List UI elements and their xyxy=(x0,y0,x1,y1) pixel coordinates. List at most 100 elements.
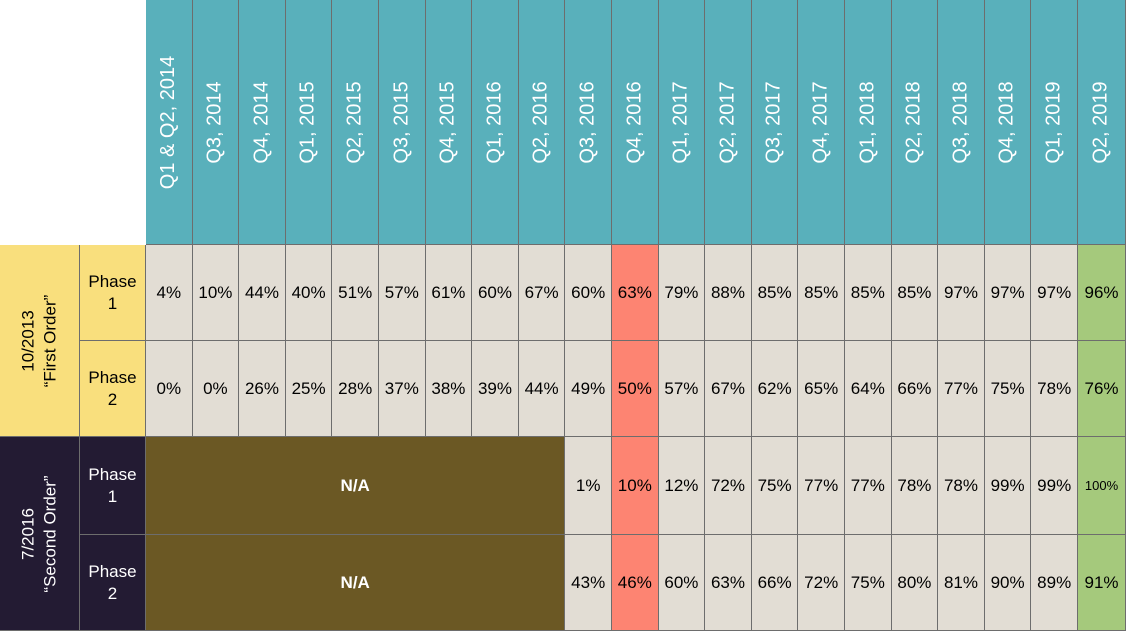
group-label-text: 7/2016 “Second Order” xyxy=(18,475,62,592)
value-cell: 12% xyxy=(658,437,706,535)
value-cell: 10% xyxy=(612,437,659,535)
column-header-label: Q1, 2018 xyxy=(856,80,879,164)
value-text: 96% xyxy=(1084,282,1119,302)
column-header: Q2, 2018 xyxy=(891,0,939,245)
value-cell: 26% xyxy=(239,341,286,437)
value-cell: 63% xyxy=(612,245,659,341)
column-header: Q1, 2017 xyxy=(658,0,706,245)
value-text: 61% xyxy=(431,282,466,302)
phase-number: 1 xyxy=(107,486,118,506)
value-cell: 80% xyxy=(891,535,939,631)
value-cell: 78% xyxy=(891,437,939,535)
value-text: 75% xyxy=(757,475,792,495)
column-header: Q3, 2016 xyxy=(565,0,612,245)
not-applicable-cell: N/A xyxy=(146,437,566,535)
value-cell: 79% xyxy=(658,245,706,341)
column-header-label: Q2, 2017 xyxy=(716,80,739,164)
value-cell: 67% xyxy=(705,341,752,437)
value-cell: 0% xyxy=(146,341,193,437)
value-cell: 91% xyxy=(1078,535,1126,631)
value-text: 99% xyxy=(990,475,1025,495)
value-cell: 90% xyxy=(984,535,1032,631)
phase-number: 2 xyxy=(107,583,118,603)
value-cell: 99% xyxy=(984,437,1032,535)
value-cell: 60% xyxy=(565,245,612,341)
value-cell: 75% xyxy=(845,535,892,631)
column-header: Q3, 2018 xyxy=(938,0,985,245)
column-header-label: Q4, 2018 xyxy=(996,80,1019,164)
value-cell: 76% xyxy=(1078,341,1126,437)
value-text: 88% xyxy=(710,282,745,302)
column-header: Q2, 2015 xyxy=(332,0,379,245)
value-text: 0% xyxy=(203,378,228,398)
value-text: 91% xyxy=(1084,572,1119,592)
value-text: 46% xyxy=(617,572,652,592)
value-text: 79% xyxy=(664,282,699,302)
column-header: Q1 & Q2, 2014 xyxy=(146,0,193,245)
column-header: Q1, 2019 xyxy=(1031,0,1078,245)
phase-label: Phase 1 xyxy=(80,437,146,535)
value-text: 66% xyxy=(897,378,932,398)
not-applicable-label: N/A xyxy=(340,572,370,592)
phase-number: 1 xyxy=(107,293,118,313)
value-text: 10% xyxy=(198,282,233,302)
value-cell: 60% xyxy=(472,245,519,341)
column-header: Q2, 2016 xyxy=(518,0,566,245)
value-cell: 97% xyxy=(984,245,1032,341)
value-cell: 72% xyxy=(705,437,752,535)
value-cell: 44% xyxy=(239,245,286,341)
value-cell: 72% xyxy=(798,535,845,631)
value-text: 90% xyxy=(990,572,1025,592)
column-header: Q4, 2016 xyxy=(612,0,659,245)
value-cell: 0% xyxy=(192,341,240,437)
phase-word: Phase xyxy=(88,464,137,484)
value-cell: 64% xyxy=(845,341,892,437)
value-text: 28% xyxy=(338,378,373,398)
column-header-label: Q4, 2017 xyxy=(809,80,832,164)
column-header: Q4, 2017 xyxy=(798,0,845,245)
column-header-label: Q3, 2017 xyxy=(763,80,786,164)
value-text: 75% xyxy=(990,378,1025,398)
column-header: Q3, 2017 xyxy=(751,0,799,245)
value-text: 85% xyxy=(850,282,885,302)
group-date: 10/2013 xyxy=(18,309,38,372)
value-cell: 57% xyxy=(658,341,706,437)
value-cell: 25% xyxy=(285,341,333,437)
value-text: 49% xyxy=(571,378,606,398)
value-cell: 37% xyxy=(379,341,426,437)
column-header: Q1, 2018 xyxy=(845,0,892,245)
value-text: 100% xyxy=(1084,478,1119,493)
value-text: 63% xyxy=(617,282,652,302)
value-cell: 81% xyxy=(938,535,985,631)
value-text: 99% xyxy=(1037,475,1072,495)
value-text: 51% xyxy=(338,282,373,302)
value-cell: 46% xyxy=(612,535,659,631)
value-text: 78% xyxy=(943,475,978,495)
column-header-label: Q4, 2014 xyxy=(250,80,273,164)
column-header-label: Q1 & Q2, 2014 xyxy=(157,55,180,189)
column-header-label: Q1, 2016 xyxy=(483,80,506,164)
column-header-label: Q3, 2016 xyxy=(576,80,599,164)
value-text: 40% xyxy=(291,282,326,302)
value-text: 97% xyxy=(943,282,978,302)
value-cell: 78% xyxy=(938,437,985,535)
value-text: 97% xyxy=(1037,282,1072,302)
value-text: 78% xyxy=(1037,378,1072,398)
value-cell: 78% xyxy=(1031,341,1078,437)
value-text: 78% xyxy=(897,475,932,495)
column-header-label: Q4, 2015 xyxy=(436,80,459,164)
value-text: 26% xyxy=(244,378,279,398)
value-text: 25% xyxy=(291,378,326,398)
value-cell: 4% xyxy=(146,245,193,341)
value-cell: 89% xyxy=(1031,535,1078,631)
column-header-label: Q2, 2019 xyxy=(1090,80,1113,164)
column-header: Q2, 2019 xyxy=(1078,0,1126,245)
value-cell: 1% xyxy=(565,437,612,535)
value-text: 80% xyxy=(897,572,932,592)
value-cell: 10% xyxy=(192,245,240,341)
phase-word: Phase xyxy=(88,561,137,581)
value-cell: 65% xyxy=(798,341,845,437)
column-header: Q4, 2014 xyxy=(239,0,286,245)
phase-label: Phase 1 xyxy=(80,245,146,341)
value-text: 89% xyxy=(1037,572,1072,592)
